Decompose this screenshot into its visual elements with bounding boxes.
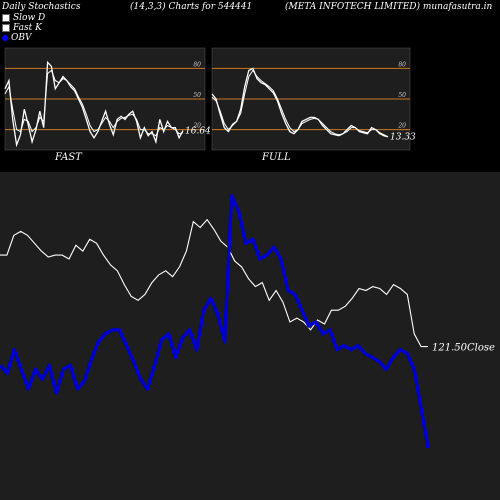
company-label: (META INFOTECH LIMITED) munafasutra.in [285,2,493,12]
fast-series-fast-k [4,60,184,148]
full-series-slow-d [211,69,389,138]
legend-swatch-fast-k [2,23,10,32]
close-price-line [0,218,428,348]
fast-last-value-label: 16.64 [185,127,211,137]
fast-tick-label-50: 50 [193,92,201,99]
fast-tick-label-20: 20 [192,123,201,130]
full-panel-caption: FULL [262,152,291,163]
close-label: 121.50Close [432,343,495,354]
full-tick-label-20: 20 [397,123,406,130]
price-panel-bg [0,172,500,500]
legend-slow-d: Slow D [2,13,45,23]
fast-tick-label-80: 80 [193,61,201,68]
fast-series-slow-d [4,69,184,137]
full-series-fast-k [211,67,389,138]
full-last-value-label: 13.33 [390,133,416,143]
legend-label-fast-k: Fast K [13,23,42,33]
chart-params: (14,3,3) Charts for 544441 [130,2,253,12]
obv-line [0,194,430,449]
full-tick-label-50: 50 [398,92,406,99]
fast-panel-caption: FAST [55,152,82,163]
legend-label-obv: OBV [11,33,32,43]
legend-swatch-obv [2,34,8,41]
full-tick-label-80: 80 [398,61,406,68]
chart-title: Daily Stochastics [2,2,81,12]
legend-obv: OBV [2,33,32,43]
legend-label-slow-d: Slow D [13,13,46,23]
legend-fast-k: Fast K [2,23,42,33]
legend-swatch-slow-d [2,13,10,22]
